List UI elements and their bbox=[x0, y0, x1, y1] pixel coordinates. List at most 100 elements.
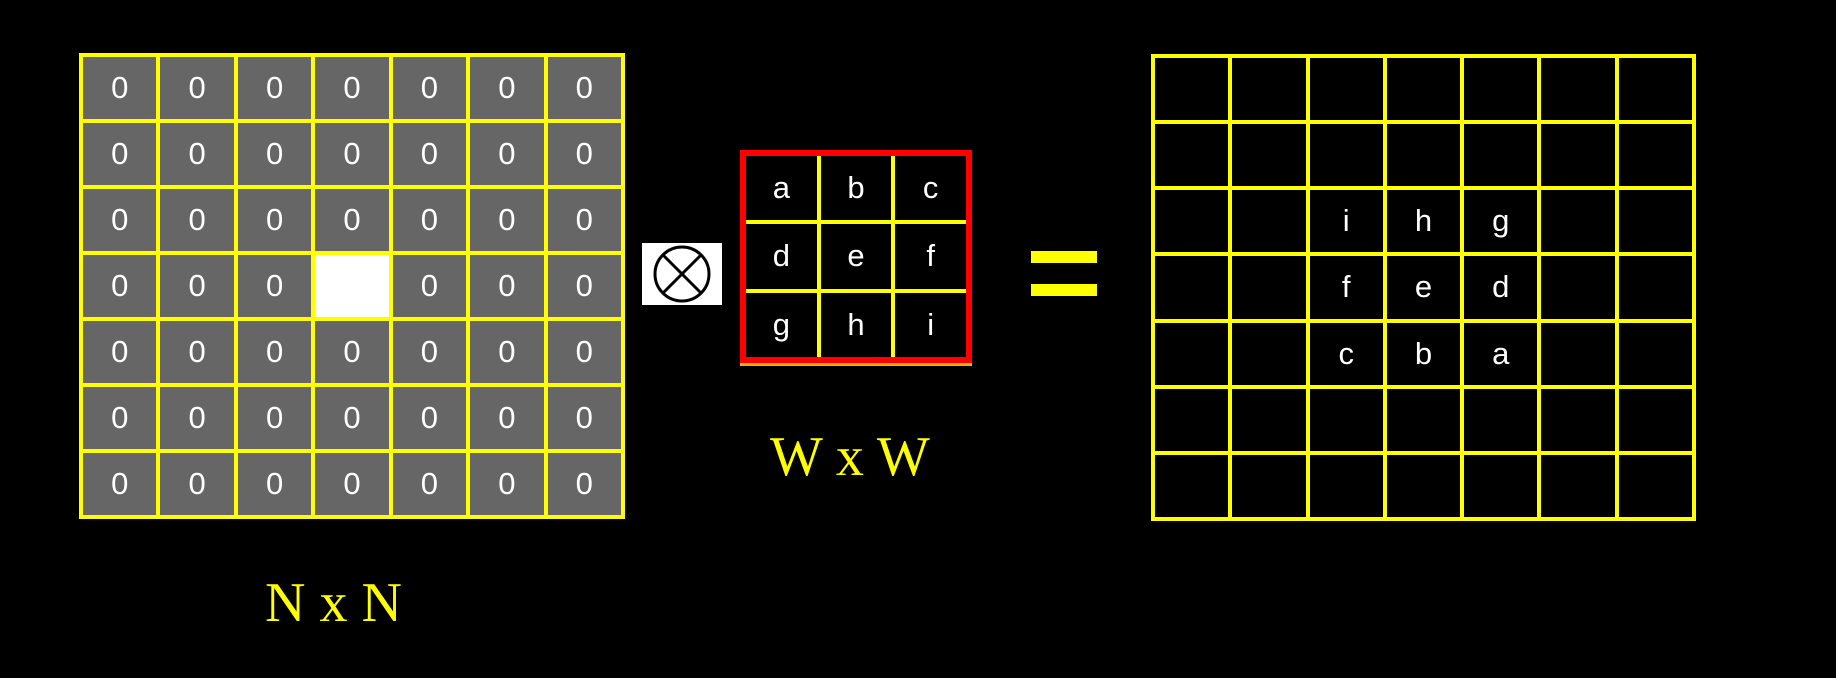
input-size-caption: N x N bbox=[265, 572, 402, 634]
input-cell: 0 bbox=[547, 453, 621, 515]
output-cell bbox=[1309, 124, 1383, 187]
input-cell: 0 bbox=[83, 189, 157, 251]
kernel-cell: i bbox=[895, 292, 966, 357]
kernel-cell: f bbox=[895, 224, 966, 289]
kernel-cell: a bbox=[746, 156, 817, 221]
input-cell: 0 bbox=[392, 189, 467, 251]
input-cell: 0 bbox=[315, 387, 389, 449]
input-cell: 0 bbox=[83, 387, 157, 449]
input-cell: 0 bbox=[237, 123, 312, 185]
input-cell: 0 bbox=[237, 57, 312, 119]
input-cell: 0 bbox=[160, 57, 234, 119]
output-cell bbox=[1232, 454, 1306, 517]
output-cell bbox=[1541, 256, 1615, 319]
input-cell: 0 bbox=[315, 123, 389, 185]
input-cell: 0 bbox=[237, 321, 312, 383]
input-cell: 0 bbox=[315, 189, 389, 251]
output-cell bbox=[1232, 256, 1306, 319]
input-cell: 0 bbox=[392, 387, 467, 449]
input-cell: 0 bbox=[315, 57, 389, 119]
input-cell: 0 bbox=[160, 123, 234, 185]
output-cell bbox=[1541, 454, 1615, 517]
output-cell bbox=[1155, 58, 1229, 121]
input-cell: 0 bbox=[392, 453, 467, 515]
convolution-operator bbox=[642, 243, 722, 305]
output-cell bbox=[1155, 124, 1229, 187]
output-cell bbox=[1541, 190, 1615, 253]
input-cell: 0 bbox=[83, 57, 157, 119]
output-cell bbox=[1386, 388, 1461, 451]
input-cell: 0 bbox=[83, 321, 157, 383]
input-cell: 0 bbox=[83, 453, 157, 515]
output-cell bbox=[1155, 322, 1229, 385]
input-cell: 0 bbox=[470, 387, 544, 449]
input-cell: 0 bbox=[470, 189, 544, 251]
output-cell bbox=[1618, 388, 1692, 451]
kernel-cell: g bbox=[746, 292, 817, 357]
output-cell bbox=[1464, 124, 1538, 187]
input-cell: 0 bbox=[160, 321, 234, 383]
output-cell: h bbox=[1386, 190, 1461, 253]
output-cell: g bbox=[1464, 190, 1538, 253]
kernel-underline bbox=[740, 363, 972, 366]
input-cell: 0 bbox=[470, 321, 544, 383]
kernel-cell: b bbox=[820, 156, 892, 221]
output-cell bbox=[1541, 322, 1615, 385]
circled-times-icon bbox=[653, 245, 711, 303]
kernel-cell: c bbox=[895, 156, 966, 221]
input-cell: 0 bbox=[470, 123, 544, 185]
output-cell bbox=[1618, 124, 1692, 187]
input-cell: 0 bbox=[547, 321, 621, 383]
input-cell: 0 bbox=[392, 255, 467, 317]
output-cell bbox=[1309, 58, 1383, 121]
output-cell bbox=[1618, 58, 1692, 121]
output-cell: f bbox=[1309, 256, 1383, 319]
output-cell bbox=[1386, 58, 1461, 121]
output-cell bbox=[1232, 388, 1306, 451]
output-cell bbox=[1232, 58, 1306, 121]
input-cell: 0 bbox=[547, 387, 621, 449]
output-cell bbox=[1464, 58, 1538, 121]
input-cell: 0 bbox=[237, 387, 312, 449]
output-cell bbox=[1309, 454, 1383, 517]
kernel-size-caption: W x W bbox=[770, 426, 930, 488]
output-cell bbox=[1155, 388, 1229, 451]
input-cell: 0 bbox=[392, 57, 467, 119]
output-cell bbox=[1464, 388, 1538, 451]
input-cell: 0 bbox=[547, 189, 621, 251]
highlighted-cell bbox=[315, 255, 389, 317]
output-cell bbox=[1155, 256, 1229, 319]
input-cell: 0 bbox=[83, 255, 157, 317]
input-cell: 0 bbox=[547, 255, 621, 317]
output-cell bbox=[1309, 388, 1383, 451]
output-cell bbox=[1618, 322, 1692, 385]
output-cell bbox=[1232, 322, 1306, 385]
output-cell: i bbox=[1309, 190, 1383, 253]
output-cell bbox=[1232, 190, 1306, 253]
output-cell bbox=[1541, 388, 1615, 451]
output-cell: b bbox=[1386, 322, 1461, 385]
input-cell: 0 bbox=[237, 189, 312, 251]
input-cell: 0 bbox=[315, 321, 389, 383]
output-cell bbox=[1386, 454, 1461, 517]
input-cell: 0 bbox=[392, 123, 467, 185]
output-cell bbox=[1155, 454, 1229, 517]
output-cell: a bbox=[1464, 322, 1538, 385]
input-cell: 0 bbox=[470, 255, 544, 317]
output-cell bbox=[1464, 454, 1538, 517]
output-cell bbox=[1541, 124, 1615, 187]
output-cell bbox=[1618, 190, 1692, 253]
kernel-cell: h bbox=[820, 292, 892, 357]
output-cell bbox=[1155, 190, 1229, 253]
output-cell bbox=[1618, 454, 1692, 517]
output-cell bbox=[1232, 124, 1306, 187]
input-cell: 0 bbox=[83, 123, 157, 185]
input-cell: 0 bbox=[470, 453, 544, 515]
kernel-cell: e bbox=[820, 224, 892, 289]
input-cell: 0 bbox=[547, 57, 621, 119]
output-cell bbox=[1386, 124, 1461, 187]
equals-bar-top bbox=[1031, 251, 1097, 263]
